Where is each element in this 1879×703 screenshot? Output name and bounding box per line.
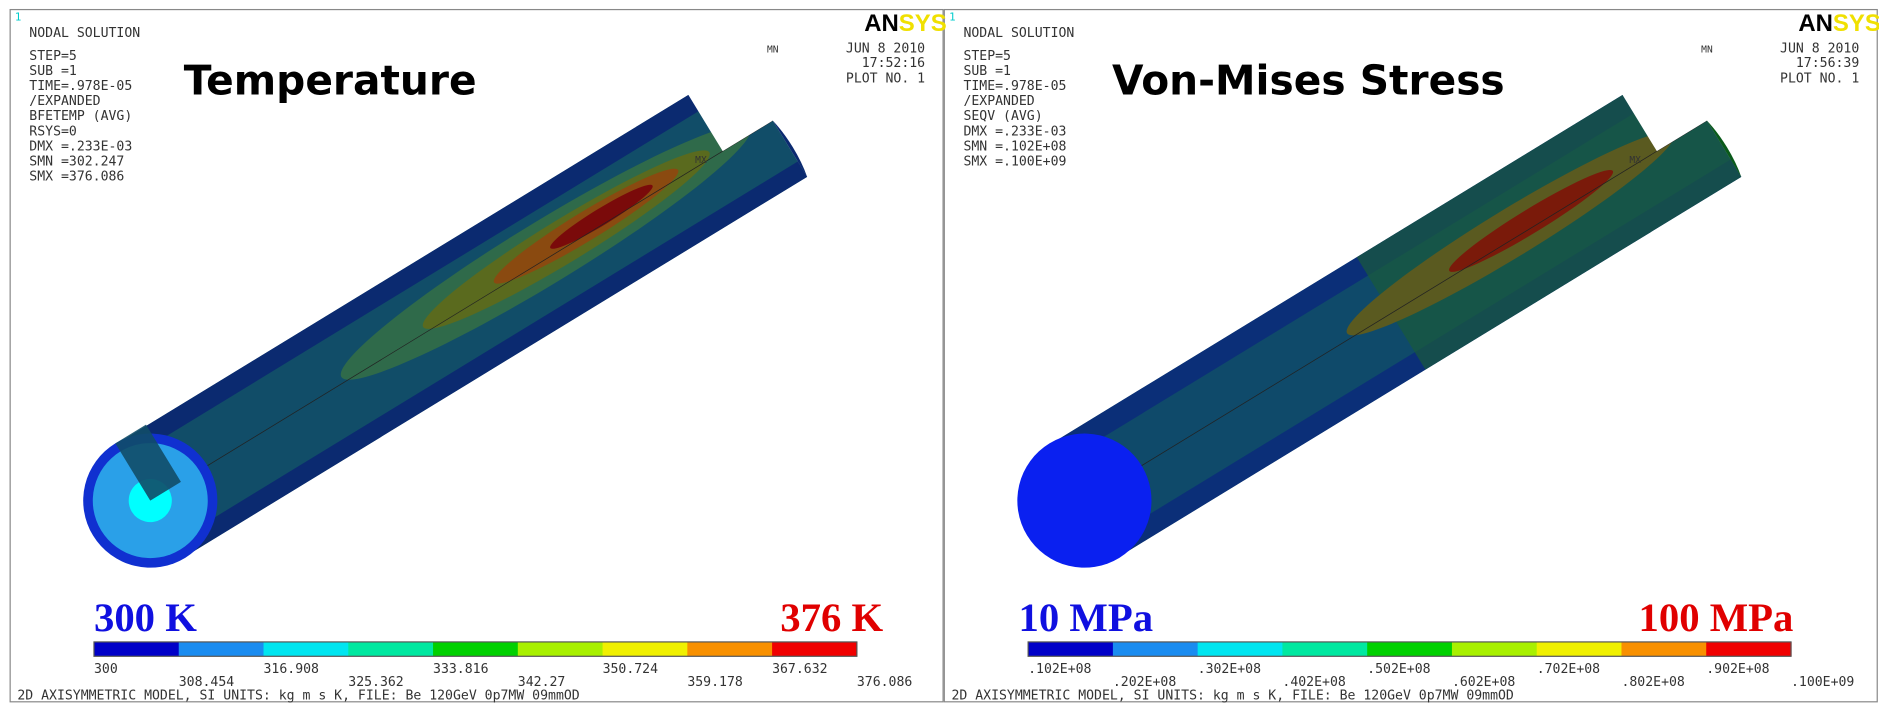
low-label: 10 MPa xyxy=(1019,595,1154,640)
logo: AN xyxy=(864,10,899,37)
info-line: DMX =.233E-03 xyxy=(963,124,1066,139)
min-marker: MN xyxy=(1701,45,1713,56)
date: JUN 8 2010 xyxy=(1780,42,1859,57)
colorbar-segment xyxy=(1282,642,1367,656)
info-line: SMN =302.247 xyxy=(29,155,124,170)
colorbar-segment xyxy=(1706,642,1791,656)
colorbar-segment xyxy=(1028,642,1113,656)
info-line: SMN =.102E+08 xyxy=(963,139,1066,154)
colorbar-segment xyxy=(1367,642,1452,656)
scale-label: .100E+09 xyxy=(1791,675,1854,690)
scale-label: 316.908 xyxy=(264,662,320,677)
title: Temperature xyxy=(184,57,477,105)
max-marker: MX xyxy=(1629,155,1641,166)
time: 17:52:16 xyxy=(862,56,925,71)
logo: SYS xyxy=(1833,10,1879,37)
time: 17:56:39 xyxy=(1796,56,1859,71)
scale-label: 367.632 xyxy=(772,662,827,677)
info-line: STEP=5 xyxy=(29,49,77,64)
scale-label: .702E+08 xyxy=(1537,662,1600,677)
high-label: 376 K xyxy=(780,595,883,640)
info-line: SUB =1 xyxy=(963,64,1011,79)
heading: NODAL SOLUTION xyxy=(963,26,1074,41)
info-line: SUB =1 xyxy=(29,64,77,79)
info-line: TIME=.978E-05 xyxy=(29,79,132,94)
colorbar-segment xyxy=(1537,642,1622,656)
info-line: /EXPANDED xyxy=(29,94,100,109)
plot-index: 1 xyxy=(949,10,955,23)
colorbar-segment xyxy=(518,642,603,656)
info-line: /EXPANDED xyxy=(963,94,1034,109)
screenshot: 1NODAL SOLUTIONSTEP=5SUB =1TIME=.978E-05… xyxy=(0,0,1879,703)
scale-label: 333.816 xyxy=(433,662,489,677)
colorbar-segment xyxy=(433,642,518,656)
scale-label: 359.178 xyxy=(687,675,743,690)
min-marker: MN xyxy=(767,45,779,56)
colorbar-segment xyxy=(264,642,349,656)
info-line: STEP=5 xyxy=(963,49,1011,64)
heading: NODAL SOLUTION xyxy=(29,26,140,41)
plot-index: 1 xyxy=(15,10,21,23)
plot-no: PLOT NO. 1 xyxy=(846,72,925,87)
logo: AN xyxy=(1798,10,1833,37)
colorbar-segment xyxy=(1621,642,1706,656)
colorbar-segment xyxy=(179,642,264,656)
colorbar-segment xyxy=(1113,642,1198,656)
info-line: BFETEMP (AVG) xyxy=(29,109,132,124)
info-line: RSYS=0 xyxy=(29,124,77,139)
info-line: SMX =376.086 xyxy=(29,170,124,185)
scale-label: 300 xyxy=(94,662,118,677)
scale-label: .902E+08 xyxy=(1706,662,1769,677)
colorbar-segment xyxy=(348,642,433,656)
low-label: 300 K xyxy=(94,595,197,640)
colorbar-segment xyxy=(772,642,857,656)
colorbar-segment xyxy=(1452,642,1537,656)
scale-label: .302E+08 xyxy=(1198,662,1261,677)
scale-label: .802E+08 xyxy=(1621,675,1684,690)
info-line: SMX =.100E+09 xyxy=(963,155,1066,170)
date: JUN 8 2010 xyxy=(846,42,925,57)
max-marker: MX xyxy=(695,155,707,166)
info-line: SEQV (AVG) xyxy=(963,109,1042,124)
title: Von-Mises Stress xyxy=(1112,57,1505,105)
colorbar-segment xyxy=(1198,642,1283,656)
info-line: DMX =.233E-03 xyxy=(29,139,132,154)
high-label: 100 MPa xyxy=(1639,595,1794,640)
footer: 2D AXISYMMETRIC MODEL, SI UNITS: kg m s … xyxy=(951,688,1513,703)
scale-label: 350.724 xyxy=(603,662,659,677)
colorbar-segment xyxy=(94,642,179,656)
scale-label: .502E+08 xyxy=(1367,662,1430,677)
scale-label: .102E+08 xyxy=(1028,662,1091,677)
colorbar-segment xyxy=(687,642,772,656)
plot-no: PLOT NO. 1 xyxy=(1780,72,1859,87)
logo: SYS xyxy=(899,10,947,37)
footer: 2D AXISYMMETRIC MODEL, SI UNITS: kg m s … xyxy=(17,688,579,703)
scale-label: 376.086 xyxy=(857,675,913,690)
colorbar-segment xyxy=(603,642,688,656)
info-line: TIME=.978E-05 xyxy=(963,79,1066,94)
